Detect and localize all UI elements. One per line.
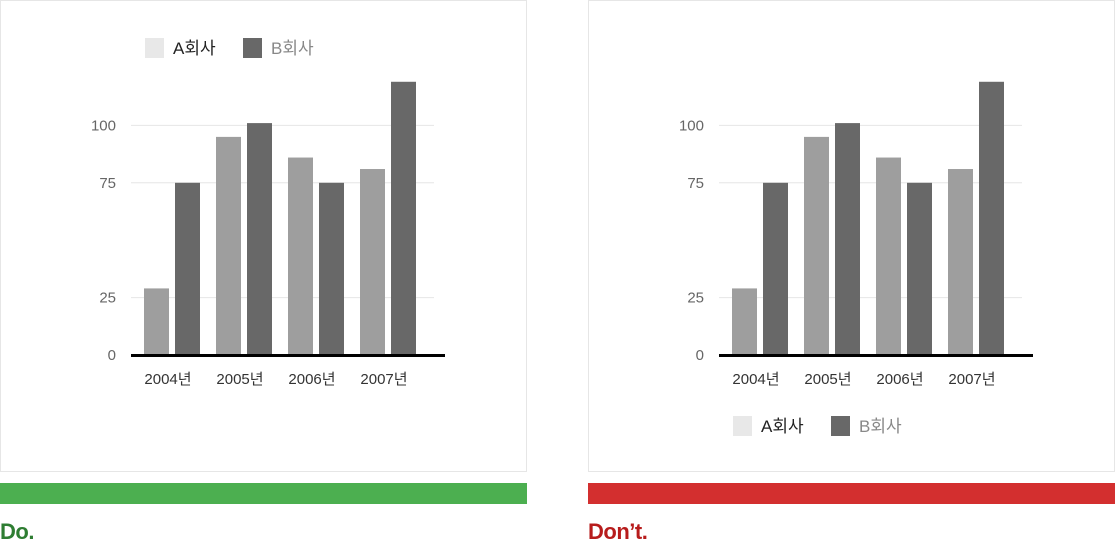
do-status-bar (0, 483, 527, 504)
bar (144, 288, 169, 355)
bar (876, 157, 901, 355)
bar (732, 288, 757, 355)
legend-label: B회사 (859, 417, 902, 436)
y-tick-label: 100 (91, 117, 116, 134)
bar (907, 182, 932, 355)
do-panel: 0 25 75 100 2004년 2005년 2006년 2007년 A회사 B회사 Do. (0, 0, 527, 544)
y-tick-label: 25 (99, 290, 116, 307)
chart-frame: 0 25 75 100 2004년 2005년 2006년 2007년 A회사 B회사 (588, 0, 1115, 472)
y-tick-label: 100 (679, 117, 704, 134)
legend-label: B회사 (271, 39, 314, 58)
bar (247, 123, 272, 355)
bar (948, 169, 973, 355)
bar (216, 136, 241, 355)
dont-status-bar (588, 483, 1115, 504)
do-label: Do. (0, 519, 34, 544)
legend-swatch (145, 38, 164, 58)
bar (319, 182, 344, 355)
legend-swatch (243, 38, 262, 58)
x-tick-label: 2005년 (216, 371, 263, 388)
x-tick-label: 2004년 (732, 371, 779, 388)
legend-label: A회사 (761, 417, 804, 436)
bar (979, 81, 1004, 355)
bar (391, 81, 416, 355)
x-tick-label: 2004년 (144, 371, 191, 388)
x-tick-label: 2006년 (288, 371, 335, 388)
bar (175, 182, 200, 355)
y-tick-label: 0 (108, 347, 116, 364)
dont-label: Don’t. (588, 519, 648, 544)
bar (835, 123, 860, 355)
y-tick-label: 25 (687, 290, 704, 307)
x-tick-label: 2007년 (948, 371, 995, 388)
y-tick-label: 0 (696, 347, 704, 364)
bar (288, 157, 313, 355)
bar-chart: 0 25 75 100 2004년 2005년 2006년 2007년 A회사 B회사 (91, 38, 445, 388)
chart-frame: 0 25 75 100 2004년 2005년 2006년 2007년 A회사 B회사 (0, 0, 527, 472)
legend-swatch (831, 416, 850, 436)
legend-label: A회사 (173, 39, 216, 58)
legend-swatch (733, 416, 752, 436)
x-tick-label: 2006년 (876, 371, 923, 388)
bar (360, 169, 385, 355)
dont-panel: 0 25 75 100 2004년 2005년 2006년 2007년 A회사 B회사 Don’t… (588, 0, 1115, 544)
x-tick-label: 2007년 (360, 371, 407, 388)
bar (804, 136, 829, 355)
bar-chart: 0 25 75 100 2004년 2005년 2006년 2007년 A회사 B회사 (679, 81, 1033, 436)
x-tick-label: 2005년 (804, 371, 851, 388)
y-tick-label: 75 (687, 175, 704, 192)
y-tick-label: 75 (99, 175, 116, 192)
bar (763, 182, 788, 355)
